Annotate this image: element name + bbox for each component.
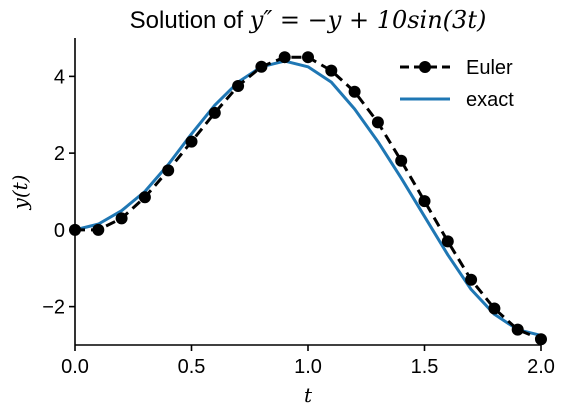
data-point-euler <box>185 135 198 148</box>
chart-title-math: y″ = −y + 10sin(3t) <box>249 6 487 34</box>
legend-euler-label: Euler <box>466 57 513 79</box>
x-tick-label: 1.0 <box>294 356 322 378</box>
plot-area <box>69 51 547 346</box>
data-point-euler <box>395 154 408 167</box>
data-point-euler <box>488 302 501 315</box>
data-point-euler <box>418 195 431 208</box>
data-point-euler <box>348 85 361 98</box>
data-point-euler <box>92 223 105 236</box>
chart-title: Solution of y″ = −y + 10sin(3t) <box>130 6 487 34</box>
data-point-euler <box>302 51 314 64</box>
legend: Euler exact <box>400 57 514 111</box>
chart-title-prefix: Solution of <box>130 7 250 34</box>
data-point-euler <box>465 273 478 286</box>
y-tick-label: −2 <box>42 297 65 319</box>
x-axis-label: t <box>304 383 313 407</box>
legend-exact-label: exact <box>466 89 514 111</box>
x-tick-label: 1.5 <box>411 356 439 378</box>
x-tick-label: 0.5 <box>178 356 206 378</box>
data-point-euler <box>255 60 268 73</box>
y-axis-ticks: −2 0 2 4 <box>42 66 75 319</box>
legend-euler-marker <box>419 61 431 73</box>
x-axis-ticks: 0.0 0.5 1.0 1.5 2.0 <box>61 345 555 378</box>
data-point-euler <box>535 333 547 346</box>
data-point-euler <box>441 235 454 248</box>
data-point-euler <box>208 106 221 119</box>
y-tick-label: 0 <box>54 220 65 242</box>
data-point-euler <box>115 212 128 225</box>
data-point-euler <box>232 79 245 92</box>
x-tick-label: 2.0 <box>527 356 555 378</box>
data-point-euler <box>138 191 151 204</box>
data-point-euler <box>511 323 524 336</box>
y-tick-label: 4 <box>54 66 65 88</box>
data-point-euler <box>325 64 338 77</box>
x-tick-label: 0.0 <box>61 356 89 378</box>
series-line-exact <box>74 59 542 337</box>
data-point-euler <box>162 164 175 177</box>
data-point-euler <box>371 116 384 129</box>
y-tick-label: 2 <box>54 143 65 165</box>
data-point-euler <box>278 51 291 64</box>
y-axis-label: y(t) <box>8 175 32 211</box>
